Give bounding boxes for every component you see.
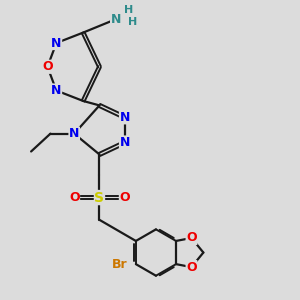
Text: O: O	[42, 60, 53, 73]
Text: O: O	[186, 232, 197, 244]
Text: H: H	[124, 5, 133, 15]
Text: O: O	[69, 191, 80, 204]
Text: H: H	[128, 17, 137, 27]
Text: N: N	[111, 13, 121, 26]
Text: N: N	[69, 127, 80, 140]
Text: O: O	[119, 191, 130, 204]
Text: Br: Br	[112, 258, 127, 271]
Text: N: N	[119, 111, 130, 124]
Text: S: S	[94, 190, 104, 205]
Text: O: O	[186, 261, 197, 274]
Text: N: N	[119, 136, 130, 149]
Text: N: N	[51, 84, 62, 97]
Text: N: N	[51, 37, 62, 50]
